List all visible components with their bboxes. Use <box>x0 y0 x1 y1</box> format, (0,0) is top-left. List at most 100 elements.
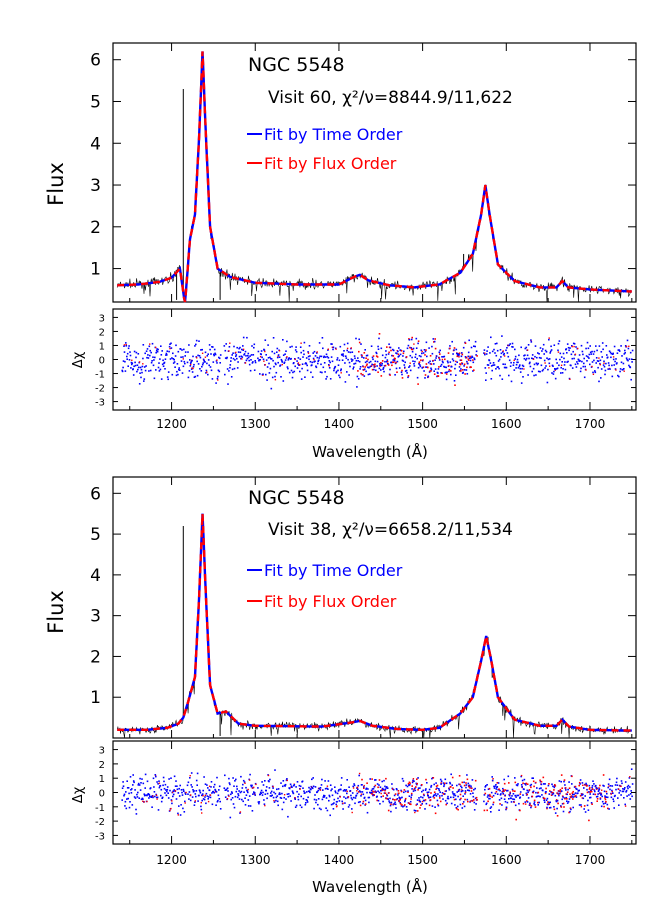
residual-point-time <box>164 783 167 786</box>
residual-point-flux <box>392 361 395 363</box>
residual-point-time <box>142 357 144 360</box>
residual-point-time <box>510 801 513 803</box>
residual-point-time <box>175 374 178 377</box>
residual-point-flux <box>574 353 577 355</box>
residual-point-time <box>130 361 133 364</box>
residual-point-time <box>594 371 597 374</box>
residual-point-time <box>483 794 486 796</box>
residual-point-time <box>179 784 181 787</box>
residual-point-time <box>593 783 595 785</box>
residual-point-time <box>497 360 500 362</box>
residual-point-time <box>599 362 601 365</box>
residual-point-time <box>406 372 408 374</box>
residual-point-time <box>580 344 583 347</box>
residual-point-flux <box>397 353 400 356</box>
residual-point-time <box>341 354 343 356</box>
residual-point-time <box>190 772 193 774</box>
residual-point-flux <box>410 798 412 800</box>
residual-point-time <box>129 801 131 803</box>
residual-point-time <box>620 361 623 364</box>
residual-points <box>121 768 634 822</box>
residual-point-flux <box>590 790 593 793</box>
residual-point-time <box>542 789 544 792</box>
residual-point-time <box>317 362 319 365</box>
residual-point-time <box>612 792 614 794</box>
residual-point-time <box>197 363 200 365</box>
residual-point-time <box>149 369 152 372</box>
residual-point-time <box>263 349 266 351</box>
residual-point-time <box>347 806 350 808</box>
residual-point-time <box>591 785 594 787</box>
residual-point-time <box>445 782 448 785</box>
residual-point-time <box>163 780 165 783</box>
resid-y-tick-label: 0 <box>99 356 105 367</box>
residual-point-time <box>249 805 252 807</box>
residual-point-time <box>462 371 464 374</box>
residual-point-time <box>409 365 411 367</box>
residual-point-time <box>566 361 568 363</box>
residual-point-time <box>524 783 526 785</box>
residual-point-time <box>364 799 367 802</box>
residual-point-time <box>453 349 455 351</box>
residual-point-time <box>526 789 528 792</box>
residual-point-time <box>381 787 384 790</box>
residual-point-time <box>230 791 233 793</box>
residual-point-time <box>616 352 619 354</box>
residual-point-time <box>409 784 411 786</box>
flux-panel-frame <box>112 476 637 739</box>
residual-point-time <box>623 788 626 791</box>
residual-point-flux <box>603 805 605 808</box>
residual-point-time <box>505 808 507 811</box>
x-tick-label: 1200 <box>156 853 187 867</box>
residual-point-time <box>499 349 502 351</box>
residual-point-flux <box>439 797 441 799</box>
residual-point-time <box>272 787 274 789</box>
residual-point-time <box>563 364 566 366</box>
residual-point-time <box>335 371 337 374</box>
residual-point-flux <box>123 344 126 346</box>
residual-point-time <box>149 787 152 789</box>
residual-point-flux <box>437 803 439 806</box>
residual-point-time <box>363 786 365 788</box>
residual-point-flux <box>462 803 464 805</box>
residual-point-time <box>211 346 213 348</box>
residual-point-time <box>413 363 415 365</box>
residual-point-time <box>254 360 256 362</box>
residual-point-time <box>426 782 428 784</box>
residual-point-flux <box>543 797 546 800</box>
residual-point-time <box>301 367 303 370</box>
residual-point-flux <box>362 800 365 803</box>
residual-point-time <box>343 343 346 346</box>
residual-point-flux <box>264 350 266 353</box>
residual-point-time <box>213 792 215 794</box>
residual-point-time <box>567 800 570 803</box>
residual-point-time <box>328 367 331 369</box>
residual-point-time <box>279 796 282 799</box>
residual-point-time <box>467 362 469 365</box>
residual-point-time <box>379 803 381 805</box>
residual-point-time <box>602 348 604 351</box>
residual-point-time <box>199 791 202 794</box>
residual-point-time <box>508 359 511 362</box>
residual-point-time <box>312 357 315 360</box>
residual-point-flux <box>412 778 415 780</box>
residual-point-time <box>443 365 445 368</box>
residual-point-time <box>272 337 275 339</box>
residual-point-time <box>469 359 472 362</box>
residual-point-time <box>550 349 553 351</box>
residual-point-flux <box>450 786 452 788</box>
residual-point-time <box>287 359 290 361</box>
residual-point-flux <box>599 797 602 799</box>
residual-point-time <box>469 801 471 803</box>
residual-point-time <box>500 356 502 358</box>
residual-point-time <box>156 796 159 799</box>
residual-point-time <box>276 356 279 359</box>
residual-point-time <box>155 351 157 354</box>
residual-point-time <box>228 777 230 780</box>
residual-point-flux <box>551 791 553 794</box>
residual-point-time <box>382 367 385 369</box>
residual-point-time <box>341 800 343 803</box>
residual-point-time <box>494 343 497 345</box>
residual-point-time <box>233 806 236 809</box>
residual-point-flux <box>531 795 534 798</box>
